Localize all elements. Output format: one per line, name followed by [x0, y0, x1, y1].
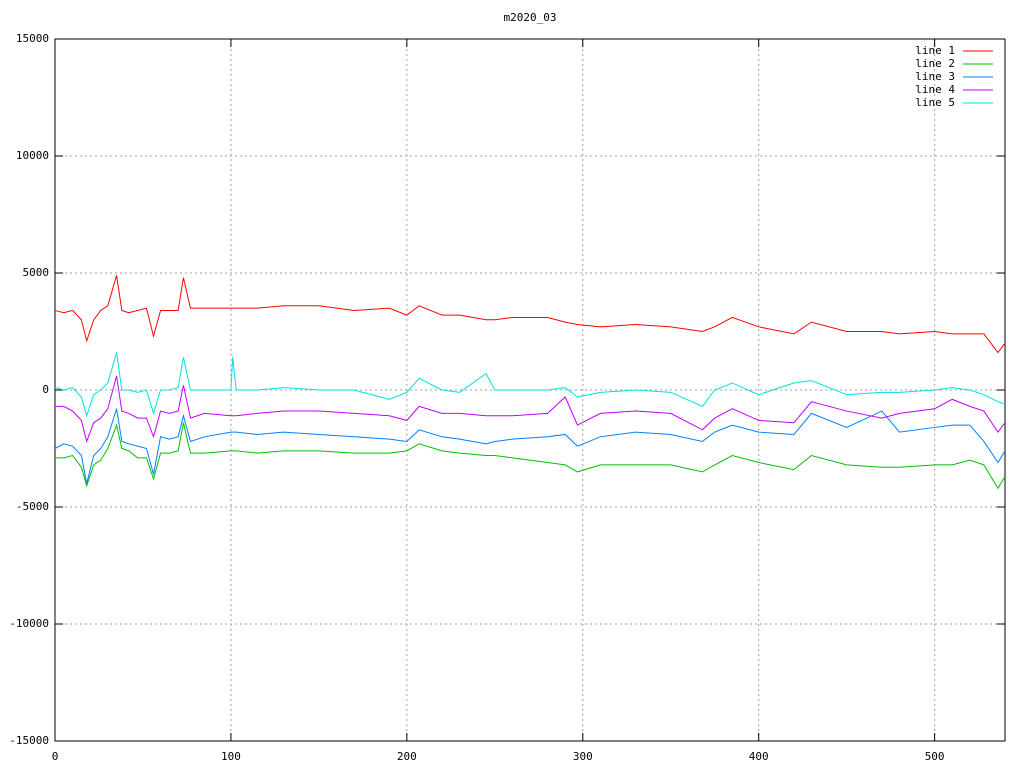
- y-tick-label: -5000: [16, 500, 49, 513]
- legend-label: line 5: [915, 96, 955, 109]
- series-line: [55, 375, 1006, 444]
- series-line: [54, 275, 1006, 354]
- y-tick-label: -15000: [9, 734, 49, 747]
- series-line: [55, 422, 1006, 490]
- y-tick-label: 10000: [16, 149, 49, 162]
- series-line: [54, 352, 1006, 418]
- y-tick-label: 5000: [23, 266, 50, 279]
- y-tick-label: -10000: [9, 617, 49, 630]
- x-tick-label: 200: [397, 750, 417, 763]
- x-tick-label: 300: [573, 750, 593, 763]
- legend-label: line 4: [915, 83, 955, 96]
- x-tick-label: 500: [925, 750, 945, 763]
- x-tick-label: 0: [52, 750, 59, 763]
- y-tick-label: 15000: [16, 32, 49, 45]
- plot-border: [54, 38, 1006, 742]
- series-line: [54, 408, 1006, 484]
- x-tick-label: 400: [749, 750, 769, 763]
- y-tick-label: 0: [42, 383, 49, 396]
- legend-label: line 3: [915, 70, 955, 83]
- legend-label: line 1: [915, 44, 955, 57]
- legend-label: line 2: [915, 57, 955, 70]
- chart-title: m2020_03: [504, 11, 557, 24]
- x-tick-label: 100: [221, 750, 241, 763]
